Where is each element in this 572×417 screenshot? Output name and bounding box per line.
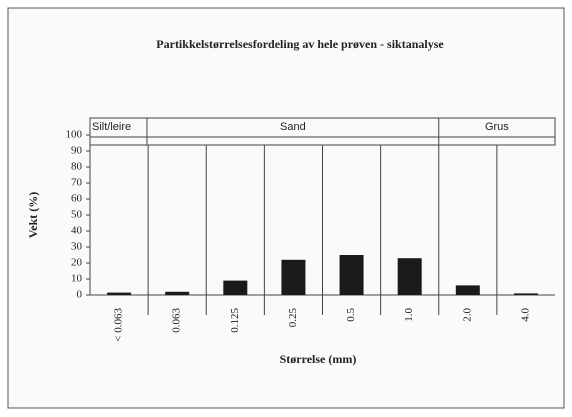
y-tick-label: 80 — [71, 161, 83, 173]
y-tick-label: 20 — [71, 257, 83, 269]
zone-label: Grus — [485, 121, 509, 133]
bar — [455, 285, 480, 295]
x-tick-label: 0.063 — [171, 308, 183, 333]
x-tick-label: 0.125 — [229, 308, 241, 333]
y-axis-label: Vekt (%) — [26, 192, 40, 239]
x-tick-label: 0.25 — [287, 308, 299, 328]
bar — [107, 292, 132, 295]
y-tick-label: 0 — [77, 289, 83, 301]
bar — [397, 258, 422, 295]
bar — [165, 291, 190, 295]
y-tick-label: 50 — [71, 209, 83, 221]
zone-label: Sand — [280, 121, 306, 133]
chart-title: Partikkelstørrelsesfordeling av hele prø… — [156, 37, 444, 51]
y-tick-label: 60 — [71, 193, 83, 205]
zone-label: Silt/leire — [92, 121, 131, 133]
x-tick-label: 2.0 — [461, 308, 473, 322]
bar — [339, 255, 364, 295]
y-tick-label: 30 — [71, 241, 83, 253]
y-tick-label: 100 — [66, 129, 83, 141]
x-tick-label: < 0.063 — [113, 308, 125, 342]
chart-frame — [7, 7, 565, 409]
y-tick-label: 40 — [71, 225, 83, 237]
y-tick-label: 90 — [71, 145, 83, 157]
x-tick-label: 0.5 — [345, 308, 357, 322]
x-tick-label: 4.0 — [519, 308, 531, 322]
x-axis-label: Størrelse (mm) — [280, 352, 357, 366]
bar — [513, 293, 538, 295]
y-tick-label: 10 — [71, 273, 83, 285]
bar — [281, 259, 306, 295]
x-tick-label: 1.0 — [403, 308, 415, 322]
y-tick-label: 70 — [71, 177, 83, 189]
bar — [223, 280, 248, 295]
